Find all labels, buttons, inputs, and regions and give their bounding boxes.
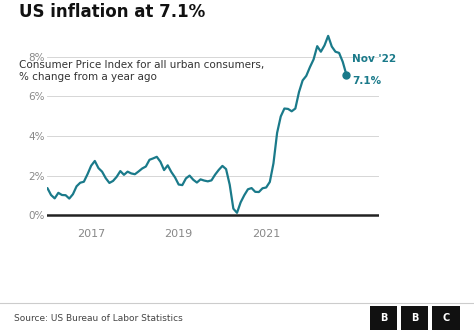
Text: B: B: [380, 313, 387, 323]
Text: B: B: [411, 313, 419, 323]
Text: Consumer Price Index for all urban consumers,
% change from a year ago: Consumer Price Index for all urban consu…: [19, 60, 264, 82]
Text: 7.1%: 7.1%: [352, 76, 381, 86]
Text: Source: US Bureau of Labor Statistics: Source: US Bureau of Labor Statistics: [14, 313, 183, 323]
Text: US inflation at 7.1%: US inflation at 7.1%: [19, 3, 205, 21]
Text: Nov '22: Nov '22: [352, 54, 396, 64]
Bar: [401, 306, 428, 330]
Text: C: C: [442, 313, 450, 323]
Bar: [370, 306, 397, 330]
Bar: [432, 306, 460, 330]
